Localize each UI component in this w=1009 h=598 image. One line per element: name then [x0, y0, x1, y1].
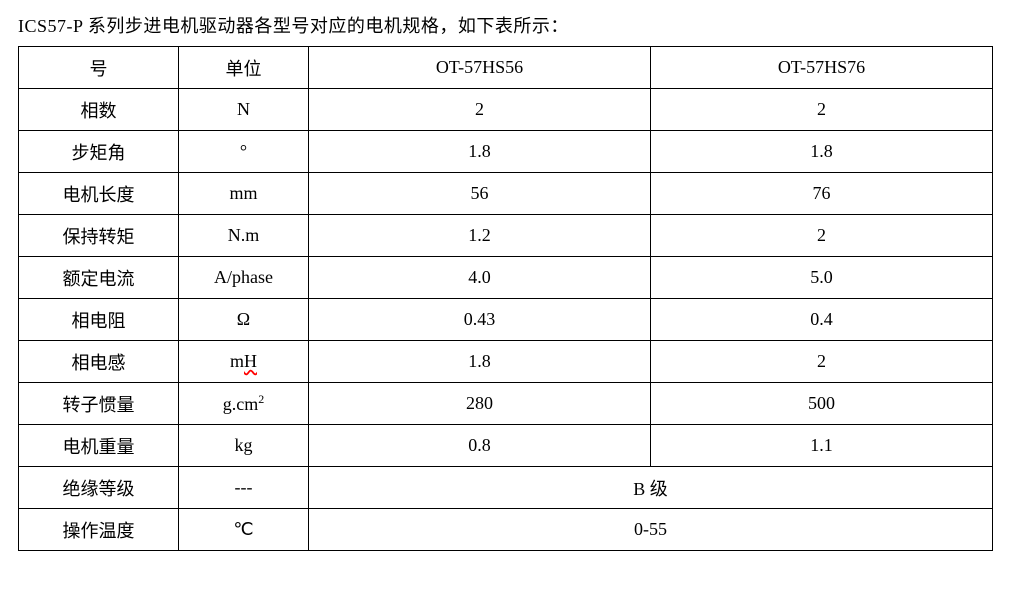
row-label: 操作温度	[19, 509, 179, 551]
row-label: 相电阻	[19, 299, 179, 341]
row-label: 电机重量	[19, 425, 179, 467]
row-unit: ---	[179, 467, 309, 509]
table-row: 电机重量 kg 0.8 1.1	[19, 425, 993, 467]
row-unit: ℃	[179, 509, 309, 551]
row-value: 1.2	[309, 215, 651, 257]
row-value: 500	[651, 383, 993, 425]
row-label: 相电感	[19, 341, 179, 383]
row-label: 步矩角	[19, 131, 179, 173]
table-row: 额定电流 A/phase 4.0 5.0	[19, 257, 993, 299]
col-header-unit: 单位	[179, 47, 309, 89]
row-unit: Ω	[179, 299, 309, 341]
table-row: 转子惯量 g.cm2 280 500	[19, 383, 993, 425]
row-value: 0.8	[309, 425, 651, 467]
row-label: 相数	[19, 89, 179, 131]
table-row: 相数 N 2 2	[19, 89, 993, 131]
unit-wavy: H	[244, 351, 257, 371]
row-value: 4.0	[309, 257, 651, 299]
row-value: 1.8	[309, 341, 651, 383]
row-value: 76	[651, 173, 993, 215]
row-unit: kg	[179, 425, 309, 467]
table-row: 相电阻 Ω 0.43 0.4	[19, 299, 993, 341]
row-value: 1.1	[651, 425, 993, 467]
row-value: 0.43	[309, 299, 651, 341]
table-row: 绝缘等级 --- B 级	[19, 467, 993, 509]
row-value: 0.4	[651, 299, 993, 341]
row-value: 1.8	[651, 131, 993, 173]
row-merged-value: 0-55	[309, 509, 993, 551]
table-header-row: 号 单位 OT-57HS56 OT-57HS76	[19, 47, 993, 89]
table-row: 相电感 mH 1.8 2	[19, 341, 993, 383]
row-unit: g.cm2	[179, 383, 309, 425]
row-unit: N	[179, 89, 309, 131]
unit-sup: 2	[258, 392, 264, 406]
row-label: 绝缘等级	[19, 467, 179, 509]
unit-pre: m	[230, 351, 244, 371]
page-title: ICS57-P 系列步进电机驱动器各型号对应的电机规格，如下表所示：	[18, 12, 991, 38]
row-label: 转子惯量	[19, 383, 179, 425]
row-unit: A/phase	[179, 257, 309, 299]
row-unit: mH	[179, 341, 309, 383]
table-row: 步矩角 ° 1.8 1.8	[19, 131, 993, 173]
row-value: 2	[309, 89, 651, 131]
row-value: 2	[651, 341, 993, 383]
motor-spec-table: 号 单位 OT-57HS56 OT-57HS76 相数 N 2 2 步矩角 ° …	[18, 46, 993, 551]
row-value: 2	[651, 215, 993, 257]
row-merged-value: B 级	[309, 467, 993, 509]
col-header-label: 号	[19, 47, 179, 89]
row-label: 电机长度	[19, 173, 179, 215]
table-row: 操作温度 ℃ 0-55	[19, 509, 993, 551]
table-row: 电机长度 mm 56 76	[19, 173, 993, 215]
row-unit: N.m	[179, 215, 309, 257]
unit-pre: g.cm	[223, 394, 259, 414]
row-value: 56	[309, 173, 651, 215]
row-value: 2	[651, 89, 993, 131]
row-label: 额定电流	[19, 257, 179, 299]
table-row: 保持转矩 N.m 1.2 2	[19, 215, 993, 257]
row-value: 1.8	[309, 131, 651, 173]
col-header-model2: OT-57HS76	[651, 47, 993, 89]
col-header-model1: OT-57HS56	[309, 47, 651, 89]
row-label: 保持转矩	[19, 215, 179, 257]
row-value: 5.0	[651, 257, 993, 299]
row-value: 280	[309, 383, 651, 425]
row-unit: mm	[179, 173, 309, 215]
row-unit: °	[179, 131, 309, 173]
